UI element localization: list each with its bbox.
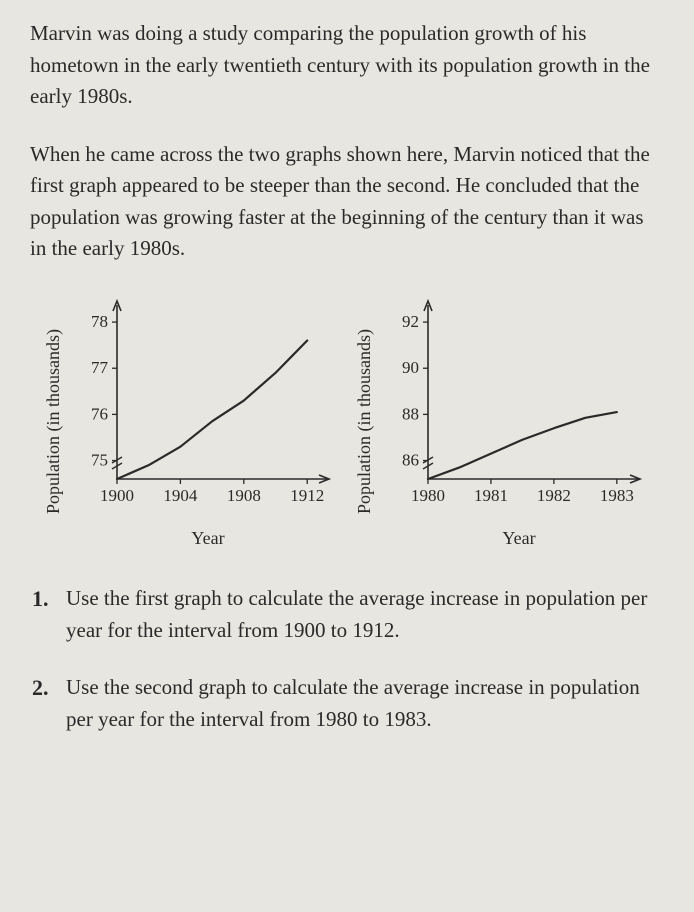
svg-text:90: 90 [402,358,419,377]
paragraph-1: Marvin was doing a study comparing the p… [30,18,664,113]
svg-text:1912: 1912 [290,486,324,505]
svg-text:1981: 1981 [474,486,508,505]
svg-text:76: 76 [91,404,108,423]
svg-text:1983: 1983 [600,486,634,505]
paragraph-2: When he came across the two graphs shown… [30,139,664,265]
svg-text:88: 88 [402,404,419,423]
svg-text:92: 92 [402,312,419,331]
svg-text:1982: 1982 [537,486,571,505]
charts-row: Population (in thousands) 75 76 77 78 1900 19… [30,291,664,552]
question-2: Use the second graph to calculate the av… [56,671,664,736]
question-list: Use the first graph to calculate the ave… [30,582,664,736]
svg-text:1908: 1908 [227,486,261,505]
chart-2-xlabel: Year [502,525,535,552]
chart-2: Population (in thousands) 86 88 90 92 1980 19… [351,291,654,552]
chart-1-xlabel: Year [191,525,224,552]
chart-1-svg: 75 76 77 78 1900 1904 1908 1912 [73,291,343,521]
chart-2-ylabel: Population (in thousands) [351,329,378,514]
svg-text:75: 75 [91,450,108,469]
svg-text:86: 86 [402,450,419,469]
svg-text:1900: 1900 [100,486,134,505]
svg-text:1980: 1980 [411,486,445,505]
question-1: Use the first graph to calculate the ave… [56,582,664,647]
svg-text:78: 78 [91,312,108,331]
chart-1: Population (in thousands) 75 76 77 78 1900 19… [40,291,343,552]
svg-text:1904: 1904 [163,486,198,505]
chart-1-ylabel: Population (in thousands) [40,329,67,514]
svg-text:77: 77 [91,358,109,377]
chart-2-svg: 86 88 90 92 1980 1981 1982 1983 [384,291,654,521]
